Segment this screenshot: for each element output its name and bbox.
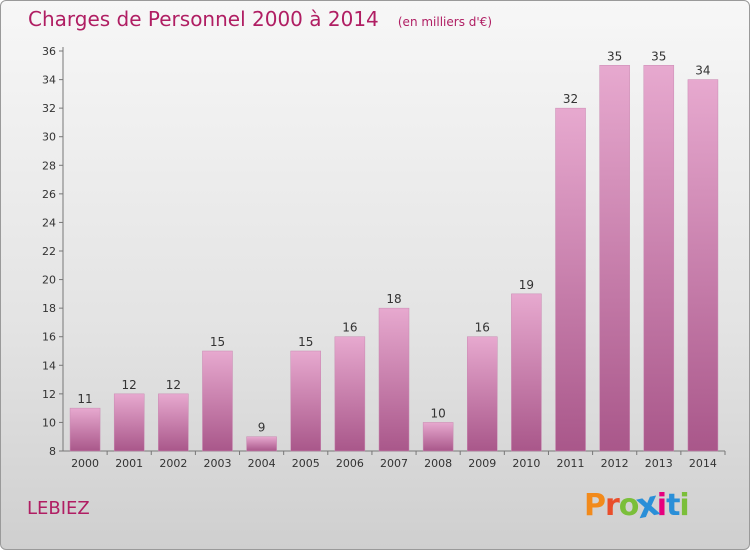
- y-tick-label: 36: [42, 45, 56, 58]
- y-tick-label: 22: [42, 245, 56, 258]
- bar-value-label: 32: [563, 92, 578, 106]
- y-tick-label: 24: [42, 216, 56, 229]
- logo-letter: i: [679, 488, 689, 523]
- commune-name: LEBIEZ: [27, 498, 90, 519]
- bar-2007: [378, 307, 410, 452]
- bar-value-label: 35: [607, 49, 622, 63]
- y-tick-label: 18: [42, 302, 56, 315]
- y-tick-label: 30: [42, 131, 56, 144]
- x-tick-label: 2000: [71, 457, 99, 470]
- bar-2002: [158, 393, 189, 452]
- bar-2010: [511, 293, 542, 452]
- bar-2003: [202, 350, 233, 452]
- bar-value-label: 16: [342, 321, 357, 335]
- y-tick-label: 14: [42, 359, 56, 372]
- y-tick-label: 16: [42, 331, 56, 344]
- bar-value-label: 16: [475, 321, 490, 335]
- x-tick-label: 2005: [292, 457, 320, 470]
- x-tick-label: 2007: [380, 457, 408, 470]
- y-tick-label: 8: [49, 445, 56, 458]
- x-tick-label: 2010: [512, 457, 540, 470]
- y-tick-label: 34: [42, 74, 56, 87]
- logo-letter: o: [618, 488, 640, 523]
- bar-value-label: 18: [386, 292, 401, 306]
- x-tick-label: 2009: [468, 457, 496, 470]
- x-tick-label: 2013: [645, 457, 673, 470]
- bar-2004: [246, 436, 277, 452]
- bar-2001: [113, 393, 145, 452]
- bar-2005: [290, 350, 321, 452]
- x-tick-label: 2003: [203, 457, 231, 470]
- x-tick-label: 2014: [689, 457, 717, 470]
- bar-value-label: 15: [210, 335, 225, 349]
- logo-letter: t: [666, 488, 680, 523]
- bar-value-label: 35: [651, 49, 666, 63]
- logo-letter: i: [656, 488, 667, 523]
- bar-2009: [467, 336, 498, 452]
- bar-value-label: 12: [166, 378, 181, 392]
- logo-letter: P: [584, 488, 606, 523]
- x-tick-label: 2001: [115, 457, 143, 470]
- x-tick-label: 2011: [557, 457, 585, 470]
- bar-2013: [643, 65, 675, 452]
- y-tick-label: 10: [42, 416, 56, 429]
- bar-value-label: 12: [122, 378, 137, 392]
- bar-value-label: 15: [298, 335, 313, 349]
- axes: 8 10 12 14 16 18 20 22 24 26 28 30 32 34 36 2000 2001 200…: [42, 45, 726, 470]
- y-tick-label: 20: [42, 274, 56, 287]
- chart-subtitle: (en milliers d'€): [397, 15, 492, 29]
- x-tick-label: 2006: [336, 457, 364, 470]
- proxiti-logo[interactable]: Proxiti: [584, 484, 690, 528]
- bar-value-label: 34: [695, 64, 710, 78]
- bar-2006: [334, 336, 366, 452]
- title-row: Charges de Personnel 2000 à 2014 (en mil…: [28, 7, 492, 31]
- bar-2014: [687, 79, 719, 452]
- bar-2012: [599, 65, 630, 452]
- bars: 11 12 12 15 9 15 16 18 10 16 19 32 35 35 34: [69, 49, 719, 452]
- bar-2008: [422, 422, 454, 452]
- bar-2000: [69, 407, 101, 452]
- y-tick-label: 28: [42, 159, 56, 172]
- bar-value-label: 11: [77, 392, 92, 406]
- y-tick-label: 32: [42, 102, 56, 115]
- bar-value-label: 9: [258, 421, 266, 435]
- x-tick-label: 2008: [424, 457, 452, 470]
- y-tick-label: 26: [42, 188, 56, 201]
- bar-2011: [555, 107, 586, 452]
- x-tick-label: 2012: [601, 457, 629, 470]
- bar-value-label: 19: [519, 278, 534, 292]
- logo-letter: r: [605, 488, 620, 523]
- y-tick-label: 12: [42, 388, 56, 401]
- x-tick-label: 2004: [248, 457, 276, 470]
- chart-title: Charges de Personnel 2000 à 2014: [28, 7, 379, 31]
- bar-value-label: 10: [430, 406, 445, 420]
- x-tick-label: 2002: [159, 457, 187, 470]
